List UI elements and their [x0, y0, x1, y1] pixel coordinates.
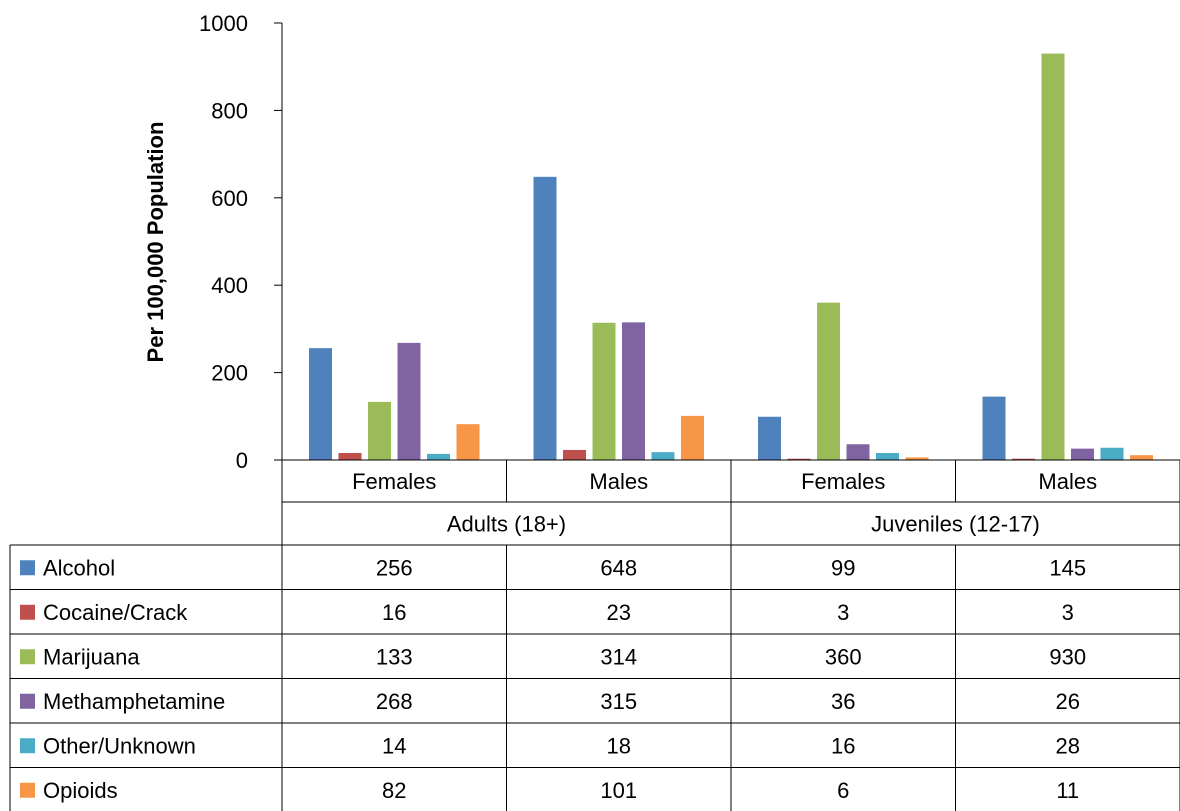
data-label: 16: [831, 733, 855, 758]
data-label: 3: [837, 600, 849, 625]
y-axis-label: Per 100,000 Population: [143, 122, 168, 363]
bar-cocaine-crack: [563, 449, 586, 460]
data-table: Females Males Females Males Adults (18+) Juve…: [9, 459, 1180, 811]
data-label: 648: [600, 555, 637, 580]
bar-methamphetamine: [622, 322, 645, 460]
data-label: 28: [1056, 733, 1080, 758]
bar-alcohol: [758, 416, 781, 460]
data-label: 360: [825, 644, 862, 669]
data-label: 23: [607, 600, 631, 625]
bar-marijuana: [368, 401, 391, 460]
bar-cocaine-crack: [1012, 458, 1035, 460]
bar-other-unknown: [876, 453, 899, 460]
group-label: Juveniles (12-17): [871, 512, 1040, 537]
bar-methamphetamine: [397, 342, 421, 460]
data-label: 36: [831, 689, 855, 714]
data-label: 3: [1062, 600, 1074, 625]
category-label: Males: [589, 469, 648, 494]
data-label: 315: [600, 689, 637, 714]
data-label: 82: [382, 778, 406, 803]
bar-methamphetamine: [1071, 448, 1094, 460]
data-label: 930: [1049, 644, 1086, 669]
data-label: 16: [382, 600, 406, 625]
category-label: Males: [1038, 469, 1097, 494]
category-label: Females: [801, 469, 885, 494]
legend-label: Methamphetamine: [43, 689, 225, 714]
data-label: 99: [831, 555, 855, 580]
bar-other-unknown: [651, 452, 675, 460]
legend-swatch: [20, 604, 35, 620]
bar-opioids: [681, 415, 704, 460]
legend-swatch: [20, 649, 35, 665]
bar-alcohol: [309, 348, 332, 460]
category-label: Females: [352, 469, 436, 494]
legend-label: Other/Unknown: [43, 733, 196, 758]
data-label: 11: [1056, 778, 1079, 803]
data-label: 18: [607, 733, 631, 758]
y-axis-label-group: Per 100,000 Population: [143, 122, 168, 363]
bar-marijuana: [592, 322, 616, 460]
y-tick-label: 600: [211, 186, 248, 211]
bar-cocaine-crack: [338, 453, 362, 460]
bar-other-unknown: [1100, 447, 1124, 460]
bar-opioids: [905, 457, 929, 460]
data-label: 314: [600, 644, 637, 669]
y-tick-label: 200: [211, 361, 248, 386]
y-tick-label: 400: [211, 273, 248, 298]
bar-marijuana: [817, 302, 840, 460]
data-label: 268: [376, 689, 413, 714]
y-tick-label: 1000: [199, 11, 248, 36]
bar-opioids: [456, 424, 480, 460]
data-label: 145: [1049, 555, 1086, 580]
y-tick-label: 0: [236, 448, 248, 473]
legend-swatch: [20, 693, 35, 709]
data-label: 101: [600, 778, 637, 803]
legend-swatch: [20, 560, 35, 576]
data-label: 256: [376, 555, 413, 580]
bar-alcohol: [533, 176, 557, 460]
bar-opioids: [1130, 455, 1153, 460]
bar-cocaine-crack: [787, 458, 811, 460]
y-tick-label: 800: [211, 98, 248, 123]
legend-label: Marijuana: [43, 644, 140, 669]
legend-label: Cocaine/Crack: [43, 600, 188, 625]
data-label: 133: [376, 644, 413, 669]
data-label: 26: [1056, 689, 1080, 714]
legend-label: Opioids: [43, 778, 118, 803]
bar-alcohol: [982, 396, 1006, 460]
data-label: 6: [837, 778, 849, 803]
legend-label: Alcohol: [43, 555, 115, 580]
legend-swatch: [20, 782, 35, 798]
bar-other-unknown: [427, 453, 450, 460]
bar-marijuana: [1041, 53, 1065, 461]
y-axis: 0 200 400 600 800 1000: [199, 11, 283, 473]
data-label: 14: [382, 733, 406, 758]
legend-swatch: [20, 738, 35, 754]
bars: [309, 53, 1153, 461]
bar-methamphetamine: [846, 444, 870, 460]
group-label: Adults (18+): [447, 512, 566, 537]
